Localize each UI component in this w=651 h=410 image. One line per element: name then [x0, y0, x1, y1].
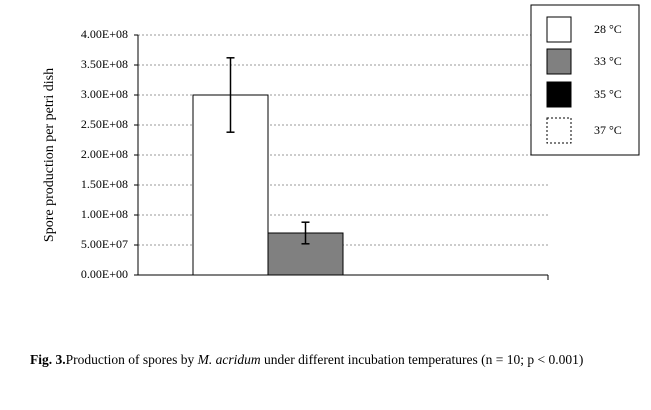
- y-tick-label: 2.50E+08: [81, 117, 128, 131]
- y-tick-label: 3.50E+08: [81, 57, 128, 71]
- y-tick-label: 3.00E+08: [81, 87, 128, 101]
- y-tick-label: 4.00E+08: [81, 27, 128, 41]
- y-tick-label: 5.00E+07: [81, 237, 128, 251]
- y-axis-label: Spore production per petri dish: [42, 68, 57, 242]
- legend-swatch: [546, 48, 572, 75]
- legend-label: 35 °C: [594, 87, 622, 101]
- legend-label: 37 °C: [594, 123, 622, 137]
- y-tick-label: 2.00E+08: [81, 147, 128, 161]
- caption-text: Production of spores by: [65, 352, 198, 367]
- caption-text: under different incubation temperatures …: [260, 352, 584, 367]
- legend-swatch: [546, 16, 572, 43]
- legend-swatch: [546, 117, 572, 144]
- y-tick-label: 1.00E+08: [81, 207, 128, 221]
- y-tick-label: 1.50E+08: [81, 177, 128, 191]
- legend-label: 33 °C: [594, 54, 622, 68]
- legend-label: 28 °C: [594, 22, 622, 36]
- legend-swatch: [546, 81, 572, 108]
- caption-label: Fig. 3.: [30, 352, 66, 367]
- chart: Spore production per petri dish 0.00E+00…: [42, 4, 640, 281]
- y-tick-label: 0.00E+00: [81, 267, 128, 281]
- caption-species: M. acridum: [197, 352, 261, 367]
- caption: Fig. 3.Production of spores by M. acridu…: [30, 350, 630, 370]
